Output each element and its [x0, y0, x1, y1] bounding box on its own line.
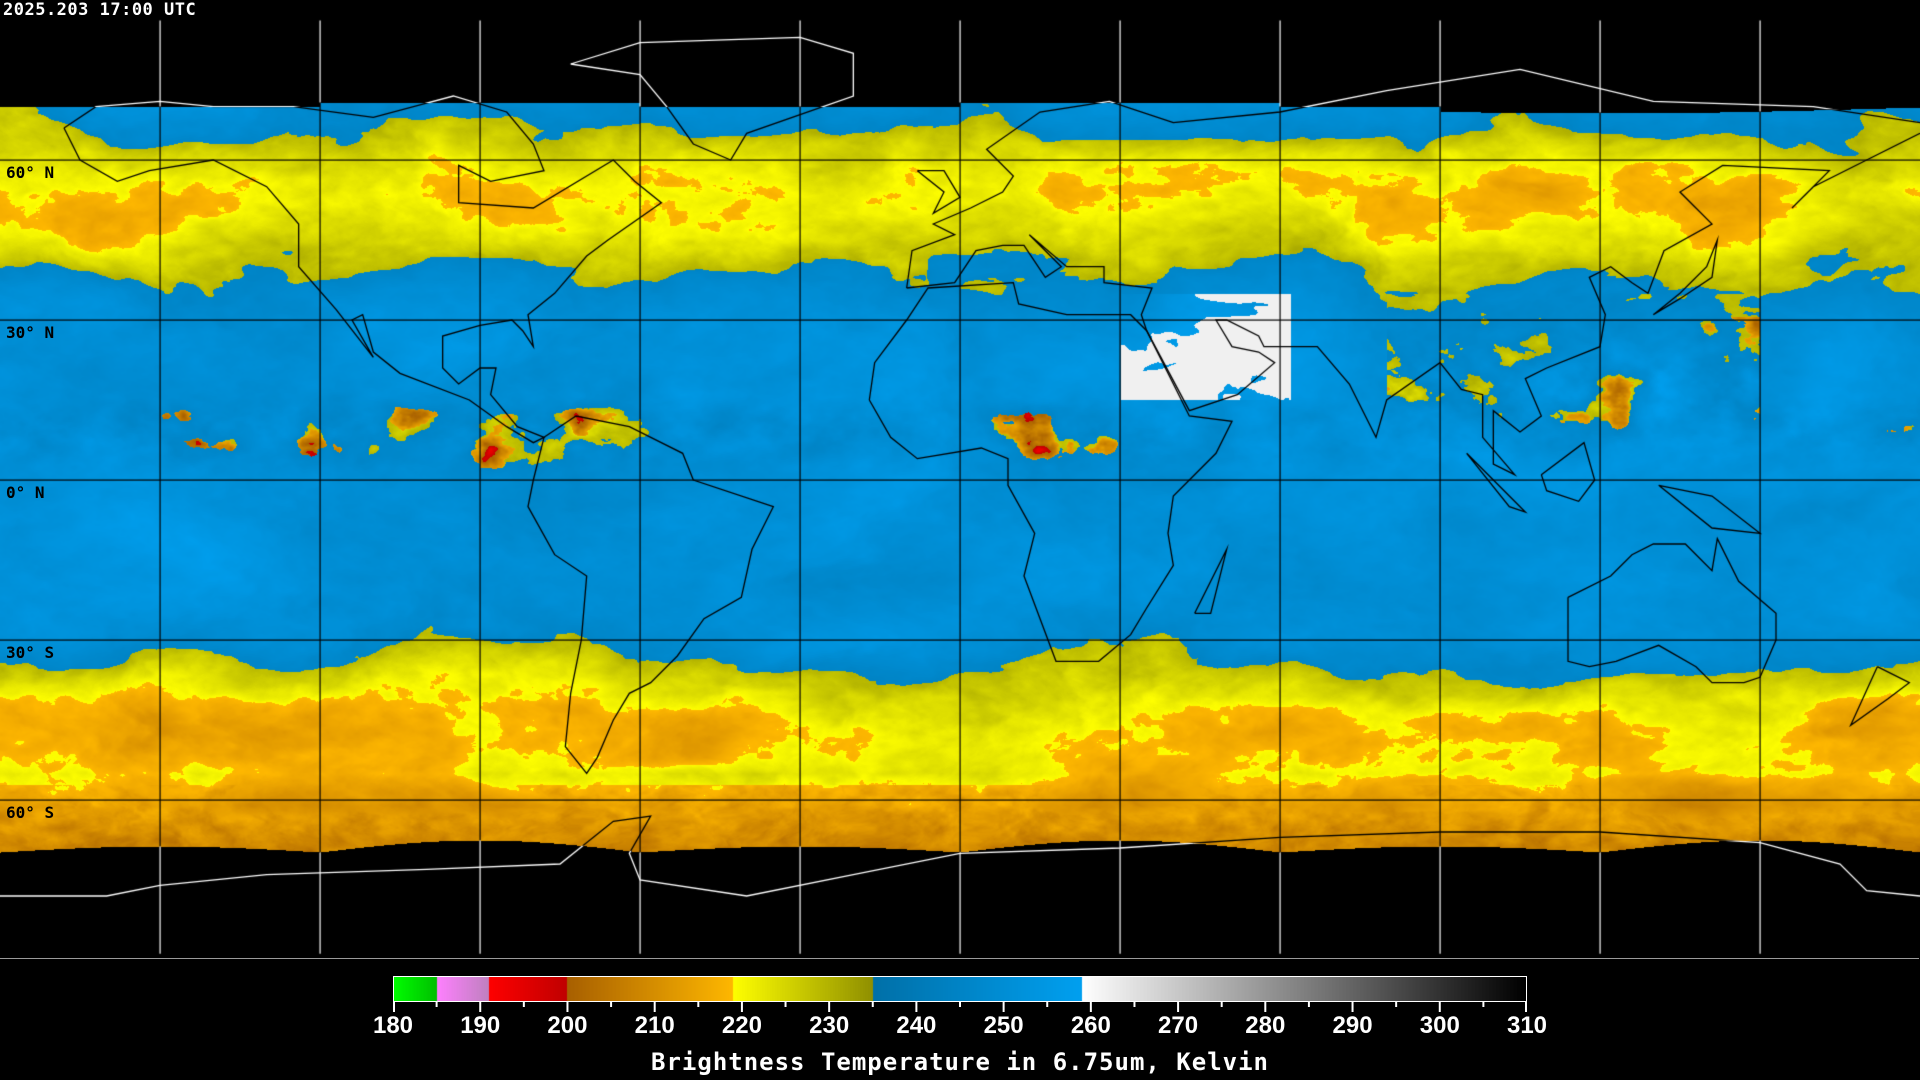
lat-label-60s: 60° S — [6, 803, 55, 822]
lat-label-30n: 30° N — [6, 323, 55, 342]
colorbar-tick-label: 310 — [1506, 1012, 1548, 1039]
colorbar-tick-label: 300 — [1419, 1012, 1460, 1039]
colorbar-ticks — [393, 1002, 1527, 1012]
colorbar-border — [393, 976, 1527, 1002]
colorbar-gradient — [393, 976, 1527, 1002]
water-vapor-map — [0, 0, 1920, 958]
colorbar-tick-label: 250 — [983, 1012, 1024, 1039]
colorbar-tick-label: 260 — [1070, 1012, 1111, 1039]
colorbar-tick-label: 280 — [1245, 1012, 1286, 1039]
lat-label-60n: 60° N — [6, 163, 55, 182]
colorbar-tick-label: 190 — [460, 1012, 501, 1039]
timestamp: 2025.203 17:00 UTC — [3, 0, 197, 20]
colorbar-title: Brightness Temperature in 6.75um, Kelvin — [651, 1048, 1269, 1076]
colorbar-tick-label: 210 — [634, 1012, 675, 1039]
colorbar-tick-label: 180 — [372, 1012, 414, 1039]
colorbar-tick-label: 290 — [1332, 1012, 1373, 1039]
lat-label-0n: 0° N — [6, 483, 45, 502]
colorbar-tick-label: 230 — [809, 1012, 850, 1039]
colorbar-tick-label: 200 — [547, 1012, 588, 1039]
lat-label-30s: 30° S — [6, 643, 55, 662]
colorbar-tick-label: 220 — [721, 1012, 762, 1039]
colorbar-tick-label: 270 — [1158, 1012, 1199, 1039]
colorbar-tick-label: 240 — [896, 1012, 937, 1039]
